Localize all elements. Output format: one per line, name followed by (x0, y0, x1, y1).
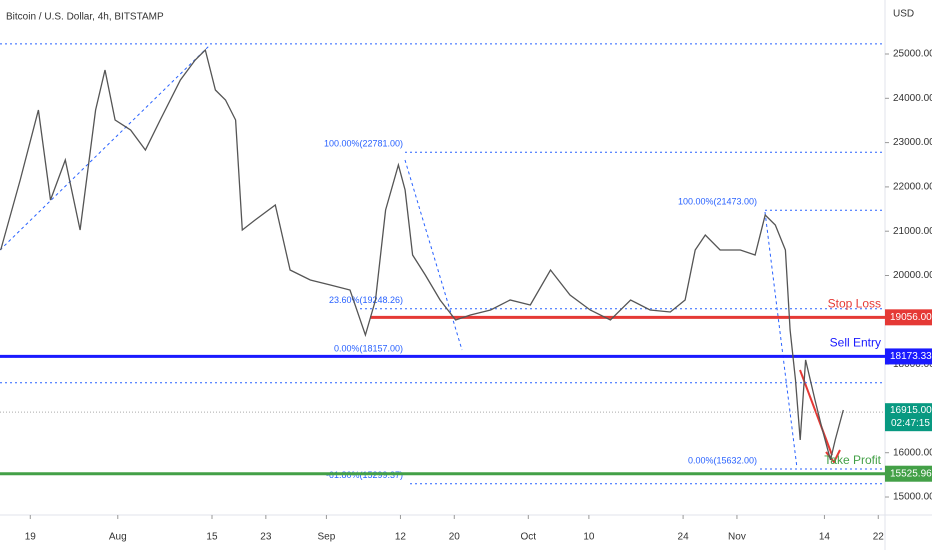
y-tick-label: 20000.00 (893, 270, 932, 281)
x-tick-label: 23 (260, 532, 272, 543)
chart-title: Bitcoin / U.S. Dollar, 4h, BITSTAMP (6, 12, 164, 23)
fib-label: 100.00%(21473.00) (678, 197, 757, 207)
price-badge-label: 15525.96 (890, 468, 932, 479)
x-tick-label: 15 (206, 532, 218, 543)
y-tick-label: 15000.00 (893, 492, 932, 503)
price-badge (885, 309, 932, 326)
y-tick-label: 21000.00 (893, 226, 932, 237)
x-tick-label: 24 (678, 532, 690, 543)
last-price-label: 16915.00 (890, 405, 932, 416)
price-badge (885, 465, 932, 482)
currency: USD (893, 9, 914, 20)
y-tick-label: 23000.00 (893, 137, 932, 148)
x-tick-label: Sep (318, 532, 336, 543)
x-tick-label: 19 (25, 532, 37, 543)
fib-label: 0.00%(18157.00) (334, 344, 403, 354)
x-tick-label: 14 (819, 532, 831, 543)
fib-label: 23.60%(19248.26) (329, 295, 403, 305)
trade-level-name: Stop Loss (828, 297, 881, 311)
x-tick-label: 20 (449, 532, 461, 543)
x-tick-label: 12 (395, 532, 407, 543)
price-line (0, 48, 844, 461)
x-tick-label: Nov (728, 532, 746, 543)
last-price-badge (885, 403, 932, 432)
x-tick-label: Oct (521, 532, 537, 543)
y-tick-label: 25000.00 (893, 49, 932, 60)
trade-level-name: Sell Entry (830, 336, 881, 350)
fib-label: 0.00%(15632.00) (688, 455, 757, 465)
price-badge-label: 19056.00 (890, 312, 932, 323)
trade-level-name: Take Profit (824, 453, 881, 467)
fib-label: 100.00%(22781.00) (324, 139, 403, 149)
x-tick-label: 10 (583, 532, 595, 543)
price-badge-label: 18173.33 (890, 351, 932, 362)
y-tick-label: 16000.00 (893, 447, 932, 458)
y-tick-label: 22000.00 (893, 182, 932, 193)
x-tick-label: 22 (873, 532, 885, 543)
price-badge (885, 348, 932, 365)
x-tick-label: Aug (109, 532, 127, 543)
countdown: 02:47:15 (891, 418, 930, 429)
y-tick-label: 24000.00 (893, 93, 932, 104)
fib-trend (0, 44, 798, 469)
